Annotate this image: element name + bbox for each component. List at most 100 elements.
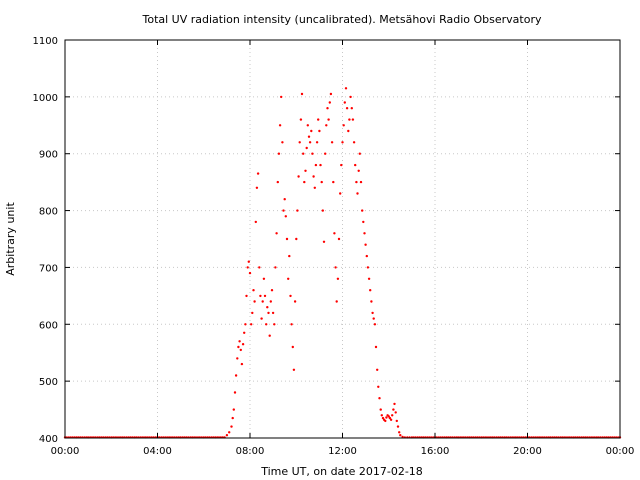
data-point [277, 152, 281, 155]
data-point [326, 107, 329, 110]
data-point [391, 414, 394, 417]
data-point [343, 101, 346, 104]
data-point [312, 175, 315, 178]
data-point [292, 368, 296, 371]
data-point [304, 169, 307, 172]
data-point [283, 198, 286, 201]
data-point [260, 317, 263, 320]
data-point [291, 345, 294, 349]
data-point [234, 374, 238, 377]
data-point [231, 416, 234, 420]
data-point [332, 180, 335, 184]
data-point [266, 306, 269, 309]
data-point [308, 141, 312, 144]
data-point [367, 277, 371, 280]
data-point [337, 237, 341, 241]
data-point [271, 311, 275, 315]
data-point [265, 323, 268, 326]
data-point [228, 431, 231, 434]
data-point [307, 135, 311, 138]
data-point [359, 180, 363, 184]
data-point [275, 232, 278, 235]
data-point [311, 152, 314, 155]
data-point [250, 323, 253, 326]
data-point [276, 180, 279, 184]
data-point [232, 408, 235, 411]
data-point [315, 141, 319, 144]
data-point [251, 311, 254, 315]
data-point [351, 118, 355, 121]
y-tick-label: 900 [39, 150, 58, 161]
data-point [345, 107, 349, 110]
data-point [385, 416, 388, 419]
data-point [303, 180, 306, 184]
data-point [339, 192, 342, 195]
data-point [373, 323, 377, 326]
x-tick-label: 00:00 [606, 446, 635, 457]
data-point [355, 180, 358, 184]
data-point [389, 418, 393, 421]
data-point [378, 397, 381, 400]
y-tick-label: 400 [39, 434, 58, 445]
data-point [237, 345, 240, 349]
data-point [306, 124, 309, 127]
data-points [63, 87, 622, 439]
data-point [374, 345, 378, 349]
data-point [246, 266, 249, 269]
data-point [398, 431, 401, 434]
data-point [305, 146, 308, 150]
data-point [243, 331, 246, 334]
data-point [314, 163, 318, 167]
data-point [366, 266, 370, 269]
x-tick-label: 20:00 [513, 446, 542, 457]
data-point [295, 237, 298, 241]
y-tick-label: 800 [39, 207, 58, 218]
data-point [347, 129, 350, 133]
data-point [288, 254, 291, 258]
data-point [394, 411, 397, 414]
x-tick-label: 08:00 [236, 446, 265, 457]
data-point [376, 368, 379, 371]
data-point [365, 254, 368, 258]
data-point [268, 334, 271, 337]
data-point [350, 107, 353, 110]
data-point [269, 300, 272, 303]
data-point [384, 419, 387, 423]
data-point [380, 414, 383, 417]
data-point [324, 152, 327, 155]
y-axis-title: Arbitrary unit [4, 202, 17, 276]
data-point [349, 95, 352, 99]
data-point [369, 289, 372, 292]
data-point [395, 419, 398, 423]
data-point [240, 362, 244, 366]
axis-ticks [64, 39, 621, 439]
data-point [252, 289, 255, 292]
y-tick-labels: 400 500 600 700 800 900 1000 1100 [33, 36, 58, 445]
data-point [299, 118, 303, 121]
grid-lines [65, 40, 620, 438]
data-point [328, 101, 331, 104]
data-point [388, 416, 392, 420]
data-point [393, 402, 396, 406]
data-point [334, 266, 337, 269]
data-point [248, 271, 252, 275]
y-tick-label: 1000 [33, 93, 58, 104]
data-point [300, 92, 304, 96]
data-point [263, 294, 267, 298]
data-point [358, 152, 361, 155]
data-point [254, 220, 257, 224]
data-point [273, 323, 276, 326]
data-point [258, 266, 261, 269]
data-point [354, 163, 357, 167]
data-point [321, 209, 324, 212]
data-point [297, 175, 300, 178]
data-point [357, 169, 360, 172]
data-point [364, 243, 367, 246]
data-point [336, 277, 340, 280]
data-point [356, 192, 359, 195]
data-point [387, 415, 390, 418]
data-point [247, 260, 250, 263]
chart-title: Total UV radiation intensity (uncalibrat… [142, 13, 542, 26]
y-tick-label: 1100 [33, 36, 58, 47]
